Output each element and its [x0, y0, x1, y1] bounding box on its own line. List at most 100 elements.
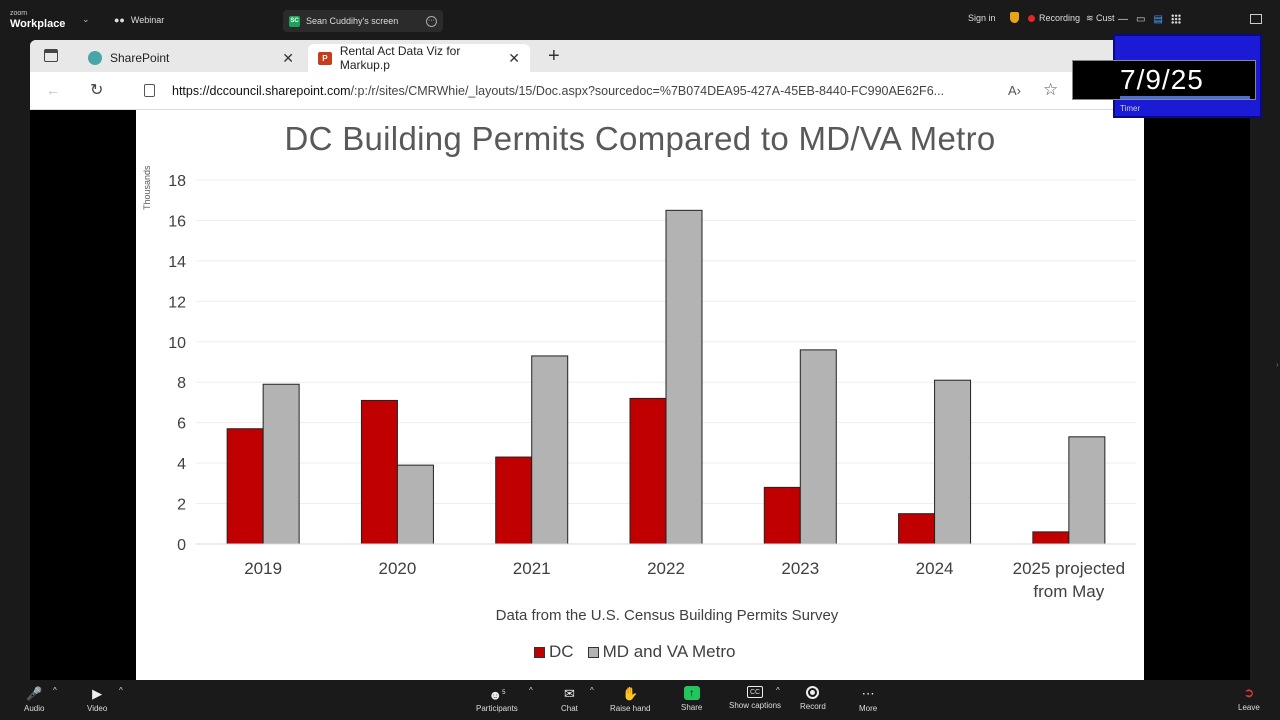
browser-window: SharePoint ✕ P Rental Act Data Viz for M…	[30, 40, 1250, 680]
shared-screen-pill[interactable]: SC Sean Cuddihy's screen ···	[283, 10, 443, 32]
close-icon[interactable]: ✕	[508, 49, 520, 66]
chart-legend: DC MD and VA Metro	[534, 642, 735, 662]
shield-icon[interactable]	[1010, 12, 1019, 23]
participants-label: Participants	[476, 704, 518, 713]
raise-hand-button[interactable]: ✋ Raise hand	[610, 686, 650, 713]
share-label: Share	[681, 703, 703, 712]
powerpoint-icon: P	[318, 51, 332, 65]
tab-actions-icon[interactable]	[44, 49, 58, 62]
x-tick-label: from May	[1033, 582, 1104, 601]
webinar-indicator[interactable]: ●● Webinar	[114, 15, 164, 25]
close-icon[interactable]: ✕	[282, 49, 294, 66]
share-button[interactable]: ↑ Share	[681, 686, 702, 712]
chat-label: Chat	[561, 704, 578, 713]
x-tick-label: 2023	[781, 559, 819, 578]
zoom-logo-line2: Workplace	[10, 18, 66, 30]
back-icon[interactable]: ←	[46, 82, 60, 98]
record-button[interactable]: Record	[800, 686, 826, 711]
x-tick-label: 2022	[647, 559, 685, 578]
url-field[interactable]: https://dccouncil.sharepoint.com/:p:/r/s…	[172, 84, 992, 98]
audio-label: Audio	[24, 704, 45, 713]
participants-icon: ☻5	[488, 687, 506, 703]
bar-dc	[360, 399, 398, 545]
tab-sharepoint[interactable]: SharePoint ✕	[78, 44, 304, 72]
timer-date: 7/9/25	[1120, 64, 1204, 95]
captions-button[interactable]: CC Show captions	[729, 686, 781, 710]
zoom-logo-line1: zoom	[10, 10, 28, 17]
bar-metro	[396, 464, 434, 545]
participants-caret-icon[interactable]: ^	[529, 686, 533, 695]
more-button[interactable]: ⋯ More	[859, 686, 877, 713]
audio-button[interactable]: 🎤 Audio	[24, 686, 44, 713]
webinar-label: Webinar	[130, 15, 165, 25]
more-options-icon[interactable]: ···	[426, 15, 437, 27]
lock-icon[interactable]	[144, 84, 155, 97]
share-screen-icon: ↑	[683, 686, 700, 700]
x-tick-label: 2025 projected	[1013, 559, 1125, 578]
zoom-logo: zoom Workplace	[10, 9, 66, 30]
more-icon: ⋯	[861, 686, 875, 701]
sharer-avatar: SC	[289, 15, 300, 27]
record-icon	[806, 686, 820, 699]
participants-button[interactable]: ☻5 Participants	[476, 686, 518, 713]
y-tick-label: 16	[168, 213, 186, 230]
tab-label: SharePoint	[110, 51, 170, 65]
url-host: https://dccouncil.sharepoint.com	[172, 84, 351, 98]
timer-overlay[interactable]: 7/9/25 Timer	[1072, 34, 1262, 118]
sharepoint-icon	[88, 51, 102, 65]
zoom-toolbar: 🎤 Audio ^ ▶ Video ^ ☻5 Participants ^ ✉ …	[0, 680, 1280, 720]
x-tick-label: 2024	[916, 559, 954, 578]
video-options-caret-icon[interactable]: ^	[119, 686, 123, 695]
captions-icon: CC	[747, 686, 764, 698]
x-tick-label: 2021	[513, 559, 551, 578]
video-camera-icon: ▶	[92, 686, 103, 701]
apps-grid-icon[interactable]	[1170, 14, 1181, 24]
bar-dc	[495, 456, 533, 545]
leave-icon: ➲	[1243, 685, 1255, 700]
bar-chart: 0 2 4 6 8 10 12 14 16 18 2019 2020 2021 2022 2023 2024 2…	[168, 173, 1136, 601]
leave-button[interactable]: ➲ Leave	[1238, 685, 1260, 713]
bar-metro	[934, 379, 972, 545]
sign-in-link[interactable]: Sign in	[968, 13, 996, 23]
y-tick-label: 12	[168, 294, 186, 311]
read-aloud-icon[interactable]: A›	[1008, 83, 1021, 98]
fullscreen-icon[interactable]	[1250, 14, 1262, 24]
slide: DC Building Permits Compared to MD/VA Me…	[136, 110, 1144, 680]
bar-dc	[898, 513, 936, 545]
scroll-indicator-icon: ›	[1276, 360, 1279, 369]
customize-text: Cust	[1096, 13, 1115, 23]
favorite-star-icon[interactable]: ☆	[1043, 80, 1059, 99]
chat-icon: ✉	[564, 686, 575, 701]
captions-caret-icon[interactable]: ^	[776, 686, 780, 695]
x-tick-label: 2019	[244, 559, 282, 578]
y-tick-label: 4	[177, 456, 186, 473]
legend-item-dc: DC	[534, 642, 574, 662]
tab-rental-act[interactable]: P Rental Act Data Viz for Markup.p ✕	[308, 44, 530, 72]
source-note: Data from the U.S. Census Building Permi…	[495, 607, 839, 624]
recording-label: Recording	[1039, 13, 1081, 23]
chat-button[interactable]: ✉ Chat	[561, 686, 578, 713]
video-button[interactable]: ▶ Video	[87, 686, 107, 713]
legend-item-metro: MD and VA Metro	[587, 642, 735, 662]
y-tick-label: 8	[177, 375, 186, 392]
view-icon[interactable]: ▤	[1153, 14, 1163, 25]
page-content: ✎ DC Building Permits Compared to MD/VA …	[30, 110, 1250, 680]
webinar-icon: ●●	[114, 15, 125, 25]
new-tab-icon[interactable]: +	[548, 45, 560, 67]
record-label: Record	[800, 702, 826, 711]
url-path: /:p:/r/sites/CMRWhie/_layouts/15/Doc.asp…	[350, 84, 945, 98]
chevron-down-icon[interactable]: ⌄	[82, 14, 90, 24]
audio-options-caret-icon[interactable]: ^	[53, 686, 57, 695]
chat-caret-icon[interactable]: ^	[590, 686, 594, 695]
bar-dc	[226, 428, 264, 545]
recording-indicator[interactable]: Recording	[1028, 13, 1080, 23]
customize-label[interactable]: ≋ Cust	[1086, 13, 1115, 24]
y-tick-label: 6	[177, 416, 186, 433]
minimize-icon[interactable]: —	[1118, 14, 1128, 25]
timer-label: Timer	[1120, 104, 1141, 113]
bar-dc	[629, 397, 667, 545]
participants-count: 5	[502, 690, 506, 696]
reload-icon[interactable]: ↻	[90, 82, 104, 99]
restore-icon[interactable]: ▭	[1136, 14, 1146, 25]
